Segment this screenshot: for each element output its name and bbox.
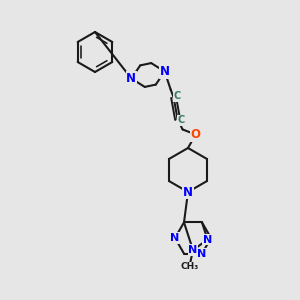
Text: N: N: [197, 249, 207, 259]
Text: CH₃: CH₃: [180, 262, 199, 271]
Text: N: N: [126, 72, 136, 85]
Text: N: N: [183, 185, 193, 199]
Text: N: N: [188, 245, 198, 255]
Text: N: N: [203, 235, 212, 244]
Text: C: C: [173, 92, 181, 101]
Text: O: O: [190, 128, 201, 141]
Text: N: N: [160, 65, 170, 78]
Text: C: C: [178, 116, 185, 125]
Text: N: N: [170, 233, 180, 243]
